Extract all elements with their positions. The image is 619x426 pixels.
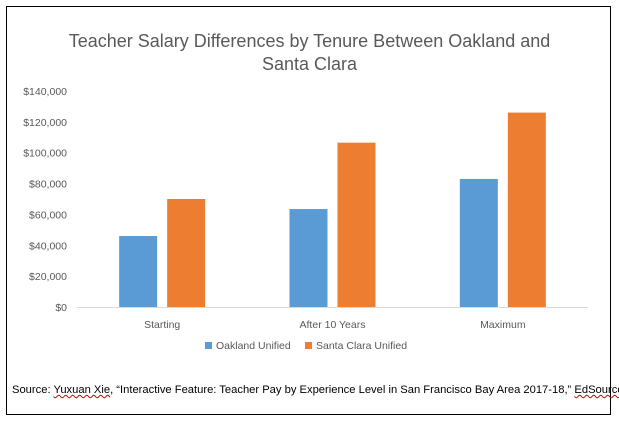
- y-tick-label: $20,000: [29, 271, 67, 283]
- bar-oakland-2: [289, 209, 328, 307]
- chart-title-line-1: Teacher Salary Differences by Tenure Bet…: [68, 31, 551, 51]
- source-author: Yuxuan Xie: [53, 384, 111, 396]
- y-tick-label: $0: [55, 302, 67, 314]
- bar-santa-clara-1: [167, 199, 206, 307]
- y-tick-label: $40,000: [29, 240, 67, 252]
- bar-santa-clara-3: [507, 112, 546, 307]
- chart-title-line-2: Santa Clara: [261, 54, 358, 74]
- bar-oakland-1: [119, 236, 158, 307]
- x-tick-label: After 10 Years: [300, 319, 366, 331]
- legend-label: Oakland Unified: [216, 340, 291, 352]
- y-tick-label: $80,000: [29, 179, 67, 191]
- source-prefix: Source:: [12, 384, 54, 396]
- source-outlet: EdSource: [574, 384, 619, 396]
- y-tick-label: $100,000: [23, 148, 67, 160]
- chart-title: Teacher Salary Differences by Tenure Bet…: [0, 30, 619, 76]
- x-tick-label: Maximum: [480, 319, 526, 331]
- y-tick-label: $140,000: [23, 86, 67, 98]
- source-title: , “Interactive Feature: Teacher Pay by E…: [110, 384, 575, 396]
- legend-label: Santa Clara Unified: [316, 340, 407, 352]
- legend-swatch: [305, 342, 312, 349]
- source-citation: Source: Yuxuan Xie, “Interactive Feature…: [12, 384, 619, 396]
- x-tick-label: Starting: [144, 319, 180, 331]
- bar-santa-clara-2: [337, 142, 376, 307]
- legend-swatch: [205, 342, 212, 349]
- y-tick-label: $120,000: [23, 117, 67, 129]
- bar-oakland-3: [459, 178, 498, 307]
- y-tick-label: $60,000: [29, 209, 67, 221]
